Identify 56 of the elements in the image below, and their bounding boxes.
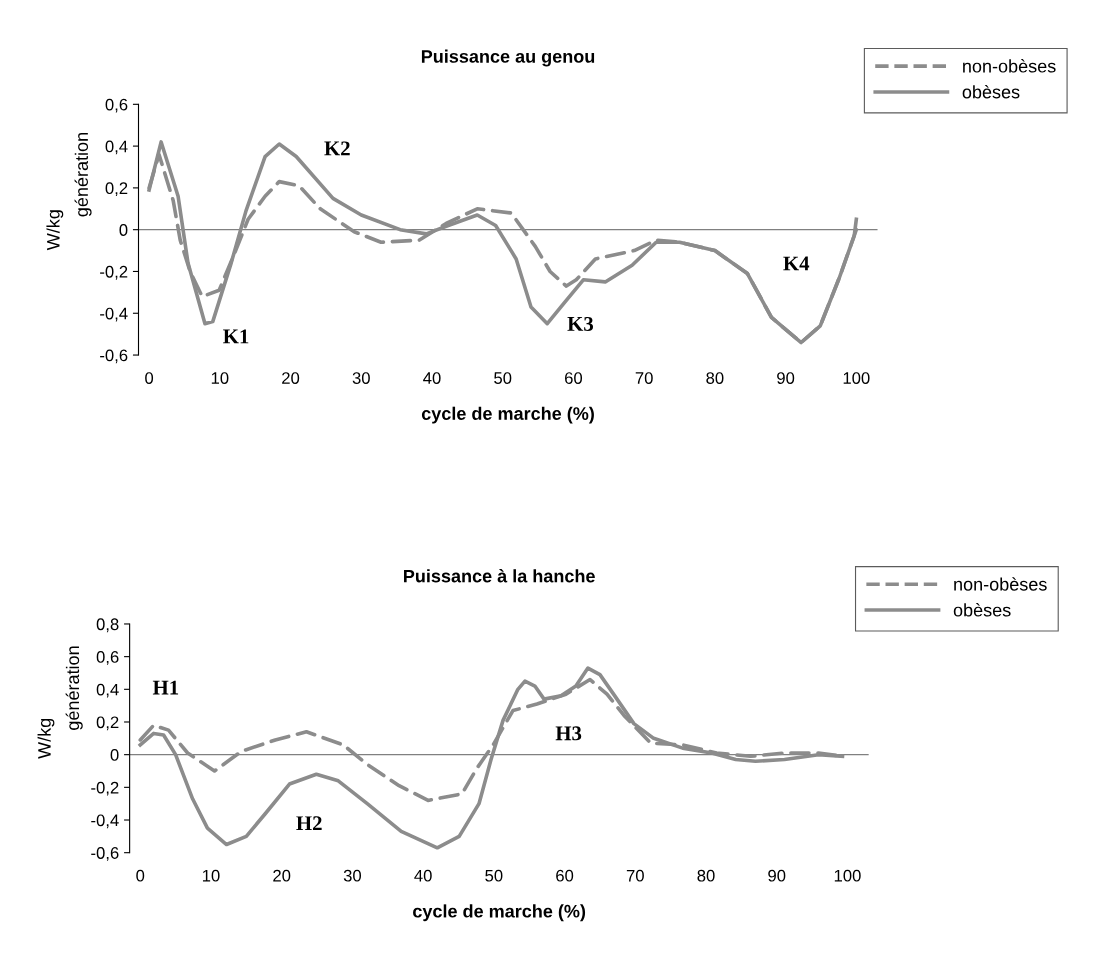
x-tick-label: 20 bbox=[273, 869, 291, 882]
y-tick-label: -0,4 bbox=[91, 814, 119, 829]
y-tick-label: 0,8 bbox=[96, 618, 119, 633]
annotation: K2 bbox=[324, 141, 350, 156]
y-tick-label: -0,2 bbox=[91, 781, 119, 796]
y-tick-label: 0,4 bbox=[96, 683, 119, 698]
y-tick-label: 0,6 bbox=[96, 651, 119, 665]
y-tick-label: 0,2 bbox=[105, 182, 128, 197]
x-tick-label: 30 bbox=[352, 372, 370, 384]
x-tick-label: 100 bbox=[834, 869, 861, 882]
chart-title: Puissance à la hanche bbox=[404, 569, 595, 583]
x-tick-label: 50 bbox=[494, 372, 512, 384]
x-tick-label: 100 bbox=[843, 372, 870, 384]
y-tick-label: -0,2 bbox=[100, 265, 128, 280]
y-tick-label: 0 bbox=[110, 749, 119, 761]
legend-label: non-obèses bbox=[963, 59, 1056, 73]
x-tick-label: 40 bbox=[423, 372, 441, 384]
x-tick-label: 90 bbox=[768, 869, 786, 882]
x-tick-label: 0 bbox=[136, 869, 145, 882]
chart-title: Puissance au genou bbox=[421, 49, 595, 67]
x-tick-label: 0 bbox=[145, 372, 154, 384]
x-tick-label: 70 bbox=[626, 869, 644, 882]
y-tick-label: 0 bbox=[119, 224, 128, 236]
legend-label: obèses bbox=[962, 84, 1020, 99]
x-tick-label: 70 bbox=[635, 372, 653, 384]
y-tick-label: -0,4 bbox=[100, 307, 128, 322]
x-tick-label: 30 bbox=[343, 869, 362, 882]
x-tick-label: 40 bbox=[414, 869, 432, 882]
x-tick-label: 10 bbox=[202, 869, 220, 882]
y-tick-label: -0,6 bbox=[91, 847, 119, 861]
annotation: H3 bbox=[555, 726, 582, 741]
annotation: H1 bbox=[152, 680, 179, 695]
y-axis-title: W/kg bbox=[37, 718, 55, 759]
y-axis-title: W/kg bbox=[46, 210, 64, 251]
x-axis-title: cycle de marche (%) bbox=[413, 904, 586, 922]
x-tick-label: 10 bbox=[211, 372, 229, 384]
y-tick-label: 0,6 bbox=[105, 98, 128, 113]
legend-label: obèses bbox=[953, 603, 1011, 617]
x-axis-title: cycle de marche (%) bbox=[421, 406, 594, 424]
x-tick-label: 80 bbox=[706, 372, 724, 384]
x-tick-label: 60 bbox=[565, 372, 583, 384]
annotation: K4 bbox=[783, 256, 810, 271]
x-tick-label: 90 bbox=[777, 372, 795, 384]
annotation: K3 bbox=[567, 316, 594, 331]
x-tick-label: 50 bbox=[485, 869, 503, 882]
x-tick-label: 20 bbox=[282, 372, 300, 384]
annotation: K1 bbox=[223, 329, 249, 344]
text: génération bbox=[74, 133, 92, 217]
x-tick-label: 80 bbox=[697, 869, 715, 882]
y-tick-label: -0,6 bbox=[100, 349, 128, 364]
annotation: H2 bbox=[296, 816, 322, 831]
x-tick-label: 60 bbox=[556, 869, 574, 882]
y-tick-label: 0,2 bbox=[96, 716, 119, 731]
legend-label: non-obèses bbox=[954, 577, 1047, 591]
text: génération bbox=[65, 646, 83, 730]
y-tick-label: 0,4 bbox=[105, 140, 128, 155]
